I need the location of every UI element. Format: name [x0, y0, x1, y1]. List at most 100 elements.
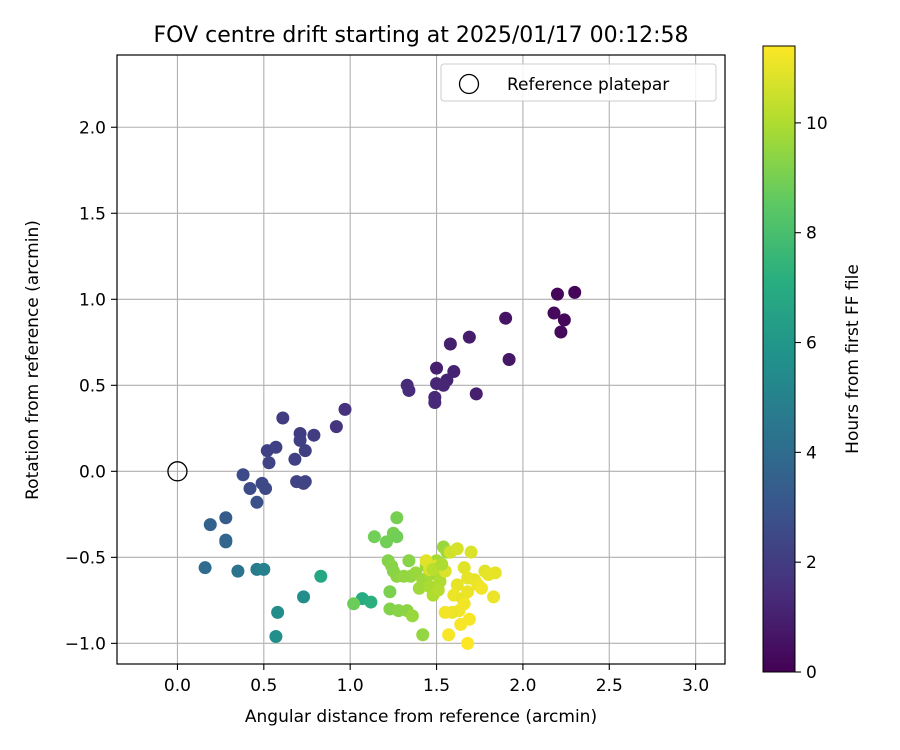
data-point [450, 542, 464, 556]
data-point [554, 325, 568, 339]
data-point [502, 353, 516, 366]
x-tick-label: 0.0 [164, 676, 191, 696]
data-point [461, 585, 475, 599]
data-point [431, 583, 445, 597]
data-point [338, 402, 352, 416]
data-point [450, 578, 464, 592]
data-point [219, 511, 233, 525]
data-point [198, 561, 212, 575]
data-point [454, 617, 468, 631]
data-point [250, 495, 264, 509]
data-point [314, 569, 328, 583]
x-tick-label: 1.0 [337, 676, 364, 696]
colorbar: 0 2 4 6 8 10 Hours from first FF file [762, 45, 863, 683]
data-point [347, 597, 361, 611]
data-point [428, 396, 442, 410]
colorbar-tick-label: 8 [806, 224, 817, 244]
y-tick-label: 1.5 [79, 204, 106, 224]
data-point [568, 285, 582, 299]
data-point [236, 468, 250, 482]
colorbar-tick-label: 2 [806, 553, 817, 573]
reference-platepar-marker [167, 461, 188, 482]
y-tick-label: 0.5 [79, 376, 106, 396]
x-tick-label: 3.0 [682, 676, 709, 696]
colorbar-ticks: 0 2 4 6 8 10 [795, 114, 828, 683]
colorbar-tick-label: 10 [806, 114, 828, 134]
y-tick-label: 0.0 [79, 462, 106, 482]
x-tick-label: 1.5 [423, 676, 450, 696]
data-point [271, 605, 285, 619]
data-point [488, 566, 502, 580]
data-point [243, 482, 257, 496]
data-point [260, 444, 274, 458]
y-tick-label: 1.0 [79, 290, 106, 310]
colorbar-tick-label: 6 [806, 334, 817, 354]
data-point [390, 530, 404, 544]
data-point [462, 330, 476, 344]
data-point [307, 428, 321, 442]
data-point [438, 605, 452, 619]
data-point [367, 530, 381, 544]
data-point [402, 383, 416, 397]
data-point [402, 554, 416, 568]
plot-frame [116, 54, 726, 665]
data-point [257, 562, 271, 576]
data-point [469, 387, 483, 401]
y-tick-label: 2.0 [79, 118, 106, 138]
y-axis-ticks: −1.0 −0.5 0.0 0.5 1.0 1.5 2.0 [65, 118, 117, 654]
data-point [557, 313, 571, 327]
data-points [198, 285, 582, 650]
legend: Reference platepar [440, 63, 717, 102]
x-axis-label: Angular distance from reference (arcmin) [245, 707, 597, 727]
data-point [297, 476, 311, 490]
data-point [416, 628, 430, 642]
y-axis-label: Rotation from reference (arcmin) [23, 220, 43, 500]
data-point [436, 378, 450, 392]
data-point [298, 444, 312, 458]
legend-reference-marker [458, 73, 480, 95]
data-point [430, 361, 444, 375]
data-point [203, 518, 217, 532]
data-point [464, 545, 478, 559]
data-point [461, 636, 475, 650]
data-point [383, 585, 397, 599]
data-point [487, 590, 501, 604]
data-point [547, 306, 561, 320]
data-point [474, 581, 488, 595]
data-point [276, 411, 290, 425]
data-point [442, 628, 456, 642]
data-point [364, 595, 378, 609]
data-point [297, 590, 311, 604]
x-tick-label: 2.5 [596, 676, 623, 696]
data-point [329, 420, 343, 434]
legend-box [440, 63, 717, 102]
x-tick-label: 2.0 [509, 676, 536, 696]
grid [117, 55, 725, 664]
data-point [390, 511, 404, 525]
data-point [457, 561, 471, 575]
y-tick-label: −0.5 [65, 548, 106, 568]
legend-entry-reference: Reference platepar [507, 75, 669, 95]
data-point [499, 311, 513, 325]
y-tick-label: −1.0 [65, 634, 106, 654]
data-point [269, 629, 283, 643]
colorbar-gradient [762, 45, 796, 673]
data-point [259, 482, 273, 496]
data-point [219, 535, 233, 549]
colorbar-label: Hours from first FF file [843, 264, 863, 454]
data-point [288, 452, 302, 466]
x-axis-ticks: 0.0 0.5 1.0 1.5 2.0 2.5 3.0 [164, 664, 709, 696]
data-point [293, 433, 307, 447]
data-point [405, 609, 419, 623]
x-tick-label: 0.5 [250, 676, 277, 696]
chart-title: FOV centre drift starting at 2025/01/17 … [154, 23, 689, 48]
colorbar-tick-label: 0 [806, 663, 817, 683]
data-point [231, 564, 245, 578]
colorbar-tick-label: 4 [806, 443, 817, 463]
data-point [550, 287, 564, 301]
reference-layer [167, 461, 188, 482]
data-point [443, 337, 457, 351]
data-point [435, 557, 449, 571]
data-point [262, 456, 276, 470]
